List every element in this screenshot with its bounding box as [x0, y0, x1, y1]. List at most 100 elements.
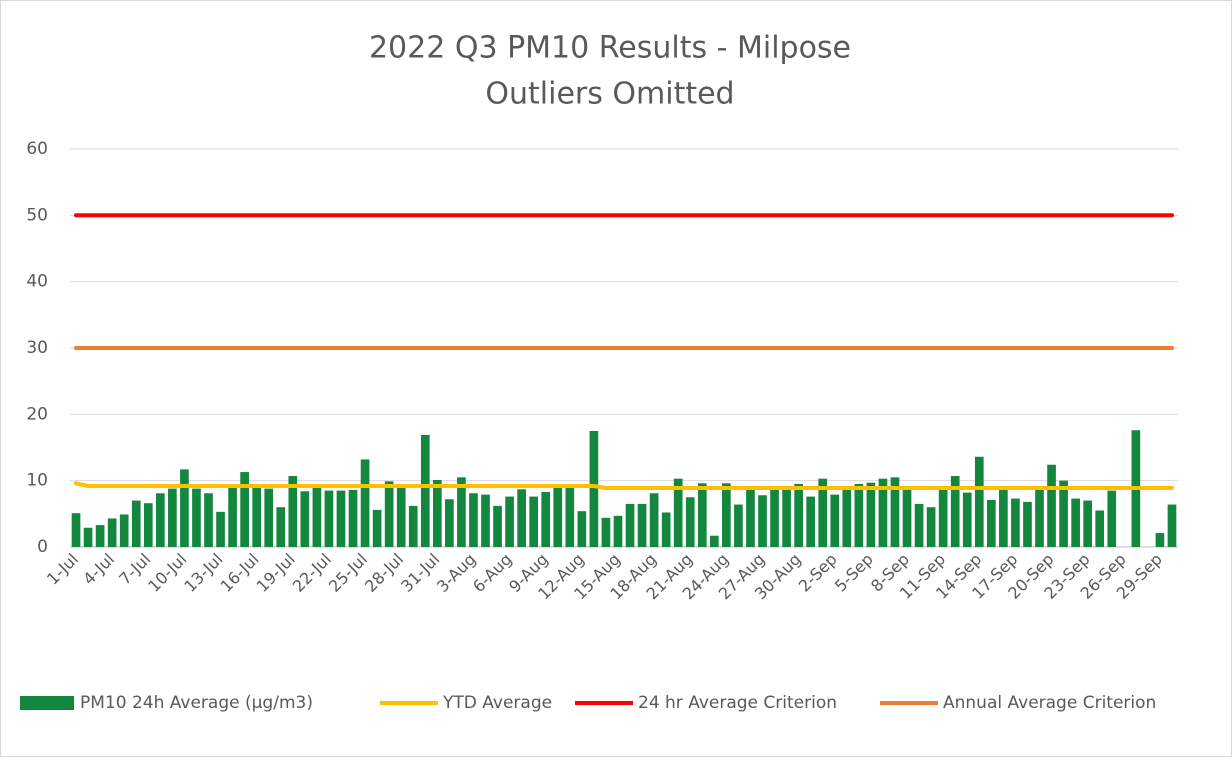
- bar: [493, 505, 502, 547]
- bar: [384, 481, 394, 547]
- bar: [107, 518, 117, 547]
- bar: [432, 480, 442, 547]
- bar: [119, 514, 129, 547]
- bar: [878, 478, 888, 547]
- bar: [288, 476, 298, 547]
- bar: [625, 503, 635, 547]
- bar: [806, 496, 816, 547]
- bar: [276, 507, 286, 547]
- bar: [950, 476, 960, 547]
- bar: [770, 489, 779, 547]
- bar: [1071, 498, 1080, 547]
- bar: [372, 509, 382, 547]
- bar: [1047, 464, 1056, 547]
- bar: [228, 487, 237, 547]
- y-tick-label: 50: [26, 205, 48, 225]
- legend-label: YTD Average: [442, 693, 552, 713]
- bar: [637, 503, 647, 547]
- bar: [685, 497, 695, 547]
- bar: [1083, 500, 1093, 547]
- chart-title: Outliers Omitted: [485, 77, 734, 112]
- y-tick-label: 20: [26, 404, 48, 424]
- bar: [722, 483, 731, 547]
- bar: [601, 517, 611, 547]
- bar: [264, 488, 274, 547]
- bar: [613, 515, 623, 547]
- bar: [131, 500, 141, 547]
- bar: [746, 489, 755, 547]
- bar: [709, 535, 719, 547]
- bar: [1155, 533, 1165, 547]
- bar: [661, 512, 671, 547]
- bar: [396, 485, 406, 547]
- bar: [565, 487, 575, 547]
- y-tick-label: 0: [37, 537, 48, 557]
- bar: [529, 496, 539, 547]
- bar: [348, 489, 358, 547]
- bar: [1023, 501, 1032, 547]
- bar: [553, 487, 563, 547]
- y-tick-label: 40: [26, 272, 48, 292]
- bar: [986, 499, 996, 547]
- bar: [1095, 510, 1105, 547]
- bar: [938, 488, 948, 547]
- bar: [902, 486, 912, 547]
- bar: [818, 478, 828, 547]
- bar: [469, 493, 478, 547]
- legend-label: PM10 24h Average (µg/m3): [80, 693, 313, 713]
- bar: [577, 511, 587, 547]
- bar: [1167, 504, 1177, 547]
- bar: [974, 456, 984, 547]
- bar: [420, 434, 430, 547]
- bar: [1011, 498, 1020, 547]
- bar: [589, 430, 599, 547]
- bar: [408, 505, 418, 547]
- bar: [1059, 480, 1068, 547]
- bar: [854, 483, 864, 547]
- bar: [95, 525, 105, 547]
- bar: [926, 507, 936, 547]
- bar: [180, 469, 189, 547]
- y-tick-label: 30: [26, 338, 48, 358]
- bar: [71, 513, 81, 547]
- bar: [168, 488, 177, 547]
- bar: [914, 503, 924, 547]
- y-tick-label: 60: [26, 139, 48, 159]
- bar: [336, 490, 346, 547]
- bar: [300, 491, 310, 547]
- bar: [697, 483, 707, 547]
- bar: [360, 459, 370, 547]
- bar: [782, 487, 791, 547]
- bar: [204, 493, 213, 547]
- bar: [481, 494, 490, 547]
- bar: [541, 491, 551, 547]
- bar: [673, 478, 683, 547]
- bar: [734, 504, 743, 547]
- bar: [758, 495, 767, 547]
- bar: [216, 511, 225, 547]
- bar: [324, 490, 334, 547]
- legend-label: Annual Average Criterion: [943, 693, 1156, 713]
- legend-swatch: [20, 696, 74, 710]
- bar: [312, 487, 322, 547]
- bar: [505, 496, 514, 547]
- legend-label: 24 hr Average Criterion: [638, 693, 837, 713]
- bar: [830, 494, 840, 547]
- bar: [192, 488, 201, 547]
- bar: [83, 527, 93, 547]
- bar: [999, 488, 1008, 547]
- bar: [1035, 489, 1044, 547]
- y-tick-label: 10: [26, 471, 48, 491]
- bar: [143, 503, 153, 547]
- chart-title: 2022 Q3 PM10 Results - Milpose: [369, 31, 851, 66]
- bar: [649, 493, 659, 547]
- line: [74, 481, 1174, 490]
- bar: [962, 492, 972, 547]
- bar: [240, 472, 249, 547]
- bar: [890, 477, 900, 547]
- bar: [252, 487, 262, 547]
- bar: [794, 483, 803, 547]
- bar: [517, 489, 526, 547]
